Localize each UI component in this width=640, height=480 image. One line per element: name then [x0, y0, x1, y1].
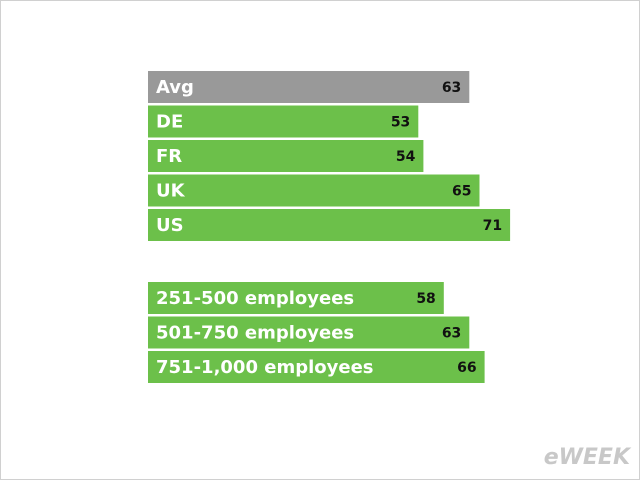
category-label: US [156, 215, 184, 236]
bar [148, 174, 480, 207]
category-label: 251-500 employees [156, 288, 354, 309]
bar [148, 316, 470, 349]
category-label: 501-750 employees [156, 323, 354, 344]
value-label: 66 [457, 360, 476, 376]
bar [148, 209, 511, 241]
category-label: UK [156, 181, 186, 202]
value-label: 63 [442, 326, 461, 342]
value-label: 53 [391, 115, 410, 131]
category-label: DE [156, 112, 183, 133]
value-label: 65 [452, 184, 471, 200]
watermark: eWEEK [544, 445, 632, 470]
category-label: Avg [156, 77, 194, 98]
bar [148, 351, 485, 383]
value-label: 58 [416, 291, 435, 307]
category-label: 751-1,000 employees [156, 357, 374, 378]
bar [148, 71, 470, 103]
value-label: 71 [483, 218, 502, 234]
value-label: 54 [396, 149, 416, 165]
bar [148, 282, 444, 314]
category-label: FR [156, 146, 182, 167]
bar [148, 105, 419, 138]
bar [148, 140, 424, 172]
value-label: 63 [442, 80, 461, 96]
